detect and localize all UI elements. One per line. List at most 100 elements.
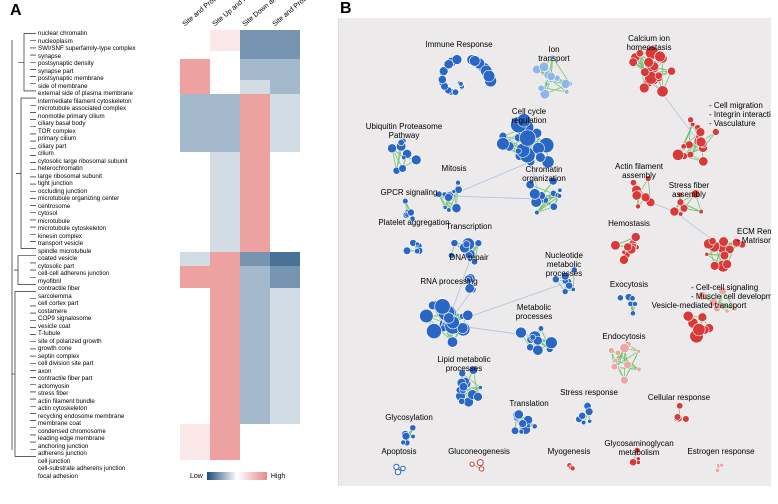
row-label: condensed chromosome	[38, 428, 176, 436]
heatmap-cell	[210, 288, 240, 295]
heatmap-cell	[240, 252, 270, 259]
cluster-label: - Cell migration	[709, 101, 763, 110]
row-label: postsynaptic density	[38, 60, 176, 68]
cluster-label: GPCR signaling	[381, 188, 438, 197]
heatmap-cell	[210, 431, 240, 438]
row-label: cytosolic part	[38, 263, 176, 271]
heatmap-cell	[270, 352, 300, 359]
heatmap-cell	[240, 44, 270, 51]
heatmap-cell	[240, 324, 270, 331]
heatmap-cell	[270, 195, 300, 202]
heatmap-cell	[180, 73, 210, 80]
cluster-label: Translation	[509, 399, 548, 408]
network-node	[636, 457, 640, 461]
network-node	[414, 248, 420, 254]
row-label: primary cilium	[38, 135, 176, 143]
heatmap-cell	[240, 51, 270, 58]
heatmap-cell	[270, 410, 300, 417]
heatmap-cell	[270, 66, 300, 73]
network-node	[566, 282, 573, 289]
heatmap-cell	[270, 137, 300, 144]
heatmap-cell	[210, 367, 240, 374]
heatmap-cell	[270, 188, 300, 195]
network-node	[438, 75, 446, 83]
heatmap-cell	[210, 309, 240, 316]
heatmap-cell	[210, 395, 240, 402]
row-label: contractile fiber	[38, 285, 176, 293]
network-node	[451, 240, 458, 247]
heatmap-cell	[180, 281, 210, 288]
heatmap-cell	[270, 317, 300, 324]
heatmap-cell	[180, 130, 210, 137]
network-node	[674, 414, 681, 421]
heatmap-cell	[270, 102, 300, 109]
heatmap-cell	[210, 145, 240, 152]
heatmap-cell	[240, 130, 270, 137]
heatmap-cell	[270, 281, 300, 288]
network-diagram: Immune ResponseIontransportCalcium ionho…	[339, 18, 771, 486]
network-node	[533, 142, 545, 154]
network-node	[403, 247, 411, 255]
heatmap-cell	[180, 202, 210, 209]
heatmap-cell	[240, 352, 270, 359]
network-node	[698, 313, 707, 322]
heatmap-cell	[270, 231, 300, 238]
panel-b: Immune ResponseIontransportCalcium ionho…	[338, 18, 771, 486]
row-label: microtubule cytoskeleton	[38, 225, 176, 233]
heatmap-cell	[270, 266, 300, 273]
network-node	[608, 347, 614, 353]
row-label: cilium	[38, 150, 176, 158]
row-label: nuclear chromatin	[38, 30, 176, 38]
heatmap-cell	[270, 395, 300, 402]
heatmap-cell	[240, 73, 270, 80]
network-node	[699, 209, 704, 214]
heatmap-cell	[270, 30, 300, 37]
cluster-label: Pathway	[389, 131, 420, 140]
network-node	[401, 466, 406, 471]
network-node	[615, 350, 621, 356]
heatmap-cell	[270, 223, 300, 230]
heatmap-cell	[210, 352, 240, 359]
cluster-label: Glycosylation	[385, 413, 433, 422]
network-node	[705, 252, 709, 256]
heatmap-cell	[210, 30, 240, 37]
heatmap-cell	[270, 252, 300, 259]
heatmap-cell	[210, 252, 240, 259]
network-node	[469, 56, 480, 67]
heatmap-cell	[180, 259, 210, 266]
heatmap-row-labels: nuclear chromatinnucleoplasmSWI/SNF supe…	[38, 30, 176, 460]
row-label: sarcolemma	[38, 293, 176, 301]
network-node	[685, 141, 693, 149]
network-node	[529, 189, 540, 200]
row-label: costamere	[38, 308, 176, 316]
heatmap-cell	[210, 209, 240, 216]
heatmap-cell	[180, 309, 210, 316]
cluster-label: Apoptosis	[381, 447, 416, 456]
heatmap-cell	[270, 202, 300, 209]
dendrogram-icon	[6, 30, 36, 460]
heatmap-cell	[240, 202, 270, 209]
row-label: ciliary basal body	[38, 120, 176, 128]
cluster-label: Immune Response	[425, 40, 493, 49]
heatmap-cell	[210, 338, 240, 345]
heatmap-cell	[270, 381, 300, 388]
heatmap-cell	[240, 102, 270, 109]
cluster-label: metabolic	[547, 260, 581, 269]
heatmap-cell	[240, 288, 270, 295]
heatmap-cell	[270, 295, 300, 302]
cluster-label: Myogenesis	[548, 447, 591, 456]
heatmap-cell	[240, 94, 270, 101]
heatmap-cell	[240, 173, 270, 180]
heatmap-cell	[240, 446, 270, 453]
heatmap-cell	[270, 245, 300, 252]
heatmap-cell	[240, 80, 270, 87]
network-node	[447, 337, 458, 348]
network-node	[444, 193, 452, 201]
row-label: cell-cell adherens junction	[38, 270, 176, 278]
network-node	[644, 57, 654, 67]
heatmap-cell	[210, 453, 240, 460]
heatmap-cell	[240, 209, 270, 216]
heatmap-cell	[210, 231, 240, 238]
heatmap-cell	[180, 30, 210, 37]
network-node	[723, 260, 732, 269]
